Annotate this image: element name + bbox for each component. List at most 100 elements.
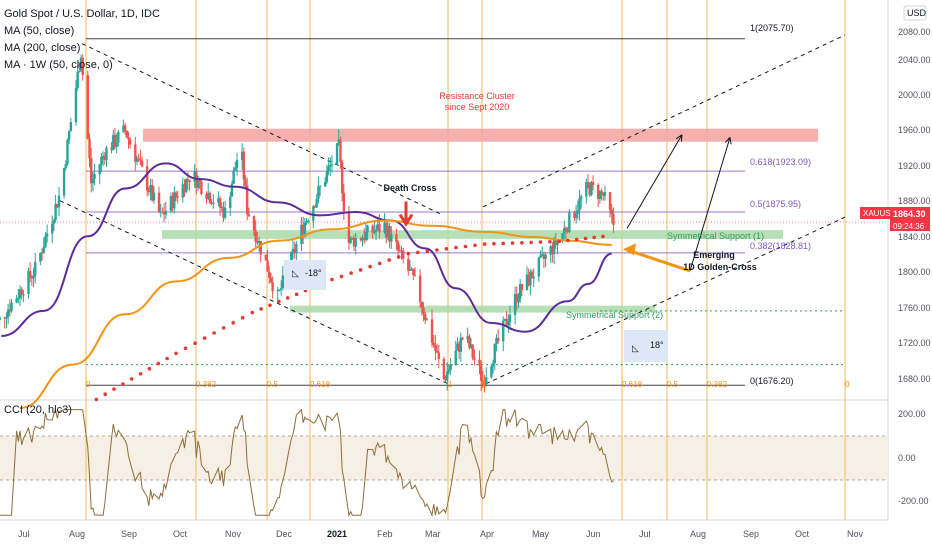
candle-body[interactable] [491,363,495,367]
candle-body[interactable] [385,222,388,238]
candle-body[interactable] [586,182,590,184]
candle-body[interactable] [578,198,581,211]
candle-body[interactable] [105,147,108,160]
candle-body[interactable] [430,319,434,343]
candle-body[interactable] [8,309,12,312]
candle-body[interactable] [279,288,283,290]
candle-body[interactable] [266,260,269,272]
candle-body[interactable] [527,274,530,286]
candle-body[interactable] [612,214,615,225]
candle-body[interactable] [254,230,257,242]
candle-body[interactable] [90,157,93,184]
candle-body[interactable] [161,211,164,213]
candle-body[interactable] [413,275,417,277]
candle-body[interactable] [556,241,559,246]
candle-body[interactable] [442,358,446,380]
candle-body[interactable] [542,254,546,259]
candle-body[interactable] [256,241,259,243]
candle-body[interactable] [246,185,249,215]
candle-body[interactable] [398,250,401,252]
candle-body[interactable] [386,225,390,238]
candle-body[interactable] [281,275,285,289]
candle-body[interactable] [135,158,139,162]
candle-body[interactable] [229,196,232,208]
candle-body[interactable] [554,238,557,246]
last-price-tag[interactable] [890,207,930,231]
candle-body[interactable] [100,157,103,165]
candle-body[interactable] [115,142,118,147]
candle-body[interactable] [268,271,271,278]
cci-title[interactable]: CCI (20, hlc3) [4,404,72,416]
candle-body[interactable] [40,252,44,254]
candle-body[interactable] [517,299,520,303]
candle-body[interactable] [529,271,532,286]
candle-body[interactable] [490,366,493,378]
candle-body[interactable] [259,240,262,255]
candle-body[interactable] [561,233,564,242]
candle-body[interactable] [208,192,212,203]
candle-body[interactable] [51,223,54,234]
support-zone[interactable] [290,305,655,313]
candle-body[interactable] [478,359,481,366]
candle-body[interactable] [339,139,342,162]
candle-body[interactable] [123,125,127,131]
cci-line[interactable] [0,407,614,517]
candle-body[interactable] [76,71,79,88]
candle-body[interactable] [290,251,293,267]
candle-body[interactable] [210,202,213,204]
candle-body[interactable] [232,170,235,184]
candle-body[interactable] [471,344,474,358]
candle-body[interactable] [568,212,571,232]
candle-body[interactable] [603,192,607,196]
candle-body[interactable] [352,237,356,247]
candle-body[interactable] [240,151,244,161]
candle-body[interactable] [66,139,69,165]
candle-body[interactable] [576,210,580,214]
candle-body[interactable] [134,144,137,162]
candle-body[interactable] [184,178,188,193]
candle-body[interactable] [18,289,22,299]
candle-body[interactable] [86,75,90,139]
candle-body[interactable] [62,168,66,196]
candle-body[interactable] [313,206,317,208]
candle-body[interactable] [171,195,174,209]
candle-body[interactable] [151,185,154,201]
candle-body[interactable] [395,233,398,243]
candle-body[interactable] [483,380,486,385]
candle-body[interactable] [502,320,505,342]
candle-body[interactable] [200,181,203,194]
legend-ma50[interactable]: MA (50, close) [4,25,75,37]
candle-body[interactable] [469,344,473,348]
legend-ma1w[interactable]: MA · 1W (50, close, 0) [4,59,113,71]
candle-body[interactable] [518,283,522,300]
candle-body[interactable] [176,196,179,198]
candle-body[interactable] [44,236,47,248]
price-pane[interactable] [0,0,888,400]
candle-body[interactable] [447,369,451,372]
candle-body[interactable] [485,377,488,385]
candle-body[interactable] [585,182,588,197]
candle-body[interactable] [45,233,49,237]
symbol-title[interactable]: Gold Spot / U.S. Dollar, 1D, IDC [4,8,160,20]
candle-body[interactable] [508,314,512,323]
candle-body[interactable] [56,203,59,208]
candle-body[interactable] [0,317,1,320]
candle-body[interactable] [329,165,332,167]
candle-body[interactable] [67,131,71,140]
candle-body[interactable] [373,231,376,233]
candle-body[interactable] [574,213,578,218]
candle-body[interactable] [27,271,30,295]
candle-body[interactable] [520,283,524,290]
candle-body[interactable] [539,255,542,258]
candle-body[interactable] [257,240,261,243]
angle-box-right[interactable] [624,330,668,362]
candle-body[interactable] [234,167,237,171]
candle-body[interactable] [110,147,113,151]
candle-body[interactable] [525,274,529,290]
candle-body[interactable] [22,294,25,296]
candle-body[interactable] [74,87,78,123]
candle-body[interactable] [530,271,534,279]
candle-body[interactable] [435,350,439,353]
candle-body[interactable] [537,257,541,277]
candle-body[interactable] [383,222,386,233]
